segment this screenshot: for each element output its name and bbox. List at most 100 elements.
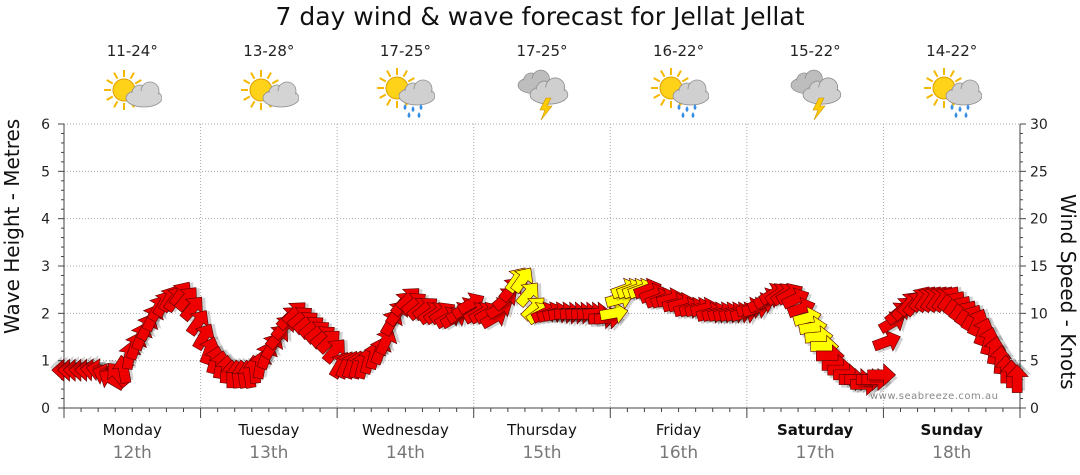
day-date: 14th xyxy=(385,443,425,463)
sun-ray xyxy=(403,70,409,78)
day-temp-range: 17-25° xyxy=(379,42,431,60)
wind-arrow-body xyxy=(515,282,539,308)
wind-arrow-body xyxy=(179,296,203,323)
wind-arrow-body xyxy=(867,363,897,387)
sun-ray xyxy=(659,70,665,78)
wind-arrow-body xyxy=(192,323,215,352)
sun-ray xyxy=(408,77,416,83)
raindrop xyxy=(693,104,697,110)
wind-arrow-body xyxy=(599,301,629,325)
raindrop xyxy=(966,104,970,110)
day-date: 15th xyxy=(522,443,562,463)
right-tick-label: 5 xyxy=(1030,354,1039,370)
day-name: Thursday xyxy=(507,421,577,439)
sun-ray xyxy=(266,72,272,80)
raindrop xyxy=(691,112,695,118)
cloud-shape xyxy=(262,81,299,108)
raindrop xyxy=(407,112,411,118)
raindrop xyxy=(950,104,954,110)
sun-rain-icon xyxy=(923,68,982,118)
raindrop xyxy=(417,112,421,118)
storm-icon xyxy=(517,69,569,121)
sun-ray xyxy=(652,93,660,99)
left-tick-label: 2 xyxy=(41,306,50,322)
y-axis-label-left: Wave Height - Metres xyxy=(0,118,24,334)
sun-ray xyxy=(949,70,955,78)
chart-grid xyxy=(64,123,1020,408)
sun-ray xyxy=(271,79,279,85)
sun-ray xyxy=(681,77,689,83)
sun-ray xyxy=(249,72,256,80)
wind-arrow-body xyxy=(871,329,901,352)
wind-arrows xyxy=(49,267,1032,399)
sun-ray xyxy=(676,70,682,78)
sun-ray xyxy=(925,77,933,83)
day-date: 17th xyxy=(795,443,835,463)
sun-ray xyxy=(129,72,136,80)
sun-ray xyxy=(106,95,114,101)
right-tick-label: 15 xyxy=(1030,259,1048,275)
sun-ray xyxy=(652,77,660,83)
cloud-fill xyxy=(127,91,162,105)
cloud-fill xyxy=(263,91,298,105)
sun-ray xyxy=(379,77,387,83)
day-name: Monday xyxy=(102,421,162,439)
wind-arrow xyxy=(185,310,213,337)
cloud-fill xyxy=(673,89,708,103)
left-tick-label: 6 xyxy=(41,117,50,133)
sun-ray xyxy=(113,100,119,108)
sun-ray xyxy=(106,79,114,85)
day-date: 12th xyxy=(112,443,152,463)
day-name: Sunday xyxy=(920,421,983,439)
sun-ray xyxy=(249,100,256,108)
raindrop xyxy=(403,104,407,110)
day-temp-range: 17-25° xyxy=(516,42,568,60)
raindrop xyxy=(964,112,968,118)
cloud-fill xyxy=(531,87,567,103)
sun-ray xyxy=(925,93,933,99)
right-tick-label: 0 xyxy=(1030,401,1039,417)
day-date: 18th xyxy=(932,443,972,463)
day-temp-range: 15-22° xyxy=(789,42,841,60)
sun-ray xyxy=(243,95,251,101)
cloud-fill xyxy=(946,89,981,103)
left-tick-label: 3 xyxy=(41,259,50,275)
wind-arrow-body xyxy=(315,330,340,355)
left-tick-label: 0 xyxy=(41,401,50,417)
wind-arrow xyxy=(867,363,898,389)
watermark: www.seabreeze.com.au xyxy=(870,391,999,402)
day-temp-range: 14-22° xyxy=(926,42,978,60)
wind-arrow-body xyxy=(375,327,398,357)
wind-arrow xyxy=(510,267,537,295)
wind-arrow xyxy=(179,296,206,323)
cloud-shape xyxy=(125,81,163,108)
raindrop xyxy=(958,106,962,112)
day-date: 13th xyxy=(249,443,289,463)
partly-cloudy-icon xyxy=(240,70,299,110)
wind-arrow-body xyxy=(1005,364,1029,393)
right-tick-label: 30 xyxy=(1030,117,1048,133)
right-tick-label: 25 xyxy=(1030,164,1048,180)
wind-arrow-body xyxy=(173,287,198,313)
wind-arrow-body xyxy=(510,267,534,295)
day-temp-range: 11-24° xyxy=(106,42,158,60)
chart-axes: 0 1 2 3 4 5 6 0 5 10 15 20 25 30 xyxy=(41,117,1048,418)
day-name: Saturday xyxy=(776,421,854,439)
day-date: 16th xyxy=(659,443,699,463)
raindrop xyxy=(954,112,958,118)
y-axis-label-right: Wind Speed - Knots xyxy=(1056,194,1080,390)
sun-ray xyxy=(659,98,665,106)
lightning-bolt xyxy=(539,97,553,121)
storm-icon xyxy=(790,69,842,121)
day-name: Wednesday xyxy=(362,421,449,439)
cloud-shape xyxy=(945,79,982,106)
wind-arrow-body xyxy=(321,339,345,365)
wind-arrow xyxy=(871,329,904,354)
day-name: Friday xyxy=(655,421,702,439)
sun-ray xyxy=(135,79,143,85)
left-tick-label: 4 xyxy=(41,212,50,228)
cloud-fill xyxy=(804,87,840,103)
partly-cloudy-icon xyxy=(104,70,163,110)
sun-ray xyxy=(954,77,962,83)
wind-arrow xyxy=(1005,362,1032,393)
